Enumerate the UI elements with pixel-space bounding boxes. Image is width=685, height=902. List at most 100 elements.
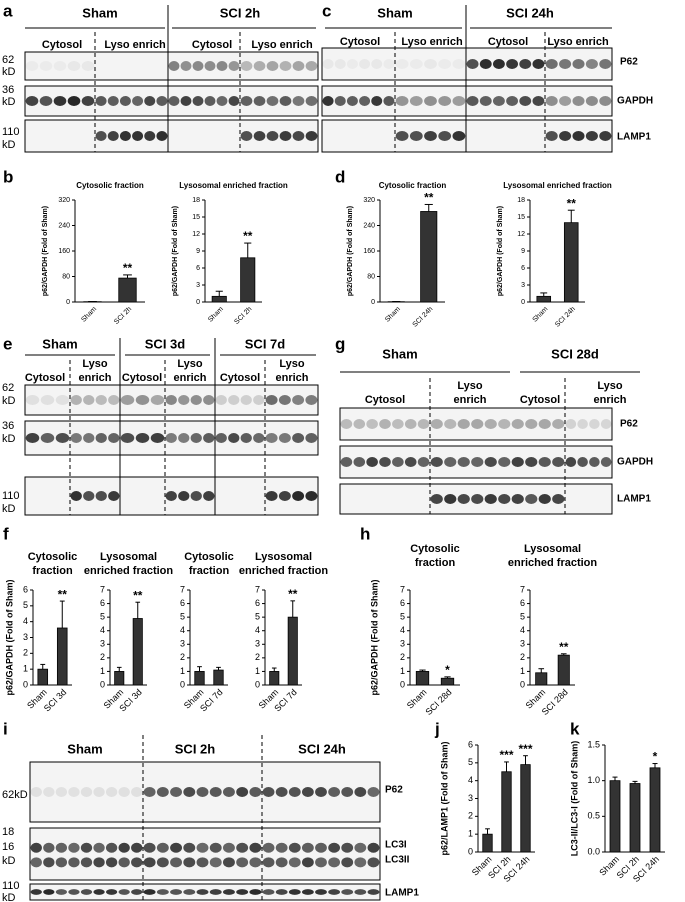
blot-band xyxy=(471,419,484,429)
blot-band xyxy=(340,419,353,429)
blot-band xyxy=(359,59,371,69)
blot-band xyxy=(196,889,209,895)
blot-band xyxy=(135,433,150,443)
blot-band xyxy=(279,61,292,71)
marker-label: kD xyxy=(2,503,16,515)
blot-band xyxy=(192,96,204,106)
blot-band xyxy=(183,889,196,895)
blot-band xyxy=(438,96,452,106)
x-tick-label: SCI 24h xyxy=(554,306,577,329)
blot-band xyxy=(328,857,341,868)
marker-label: 36 xyxy=(2,84,14,96)
blot-band xyxy=(83,395,95,405)
significance-label: * xyxy=(653,750,658,764)
blot-band xyxy=(150,395,165,405)
blot-band xyxy=(572,59,585,69)
y-tick-label: 6 xyxy=(196,265,200,272)
fraction-label: Cytosol xyxy=(488,36,528,48)
blot-band xyxy=(80,857,93,868)
blot-band xyxy=(131,889,143,895)
blot-band xyxy=(292,131,305,141)
protein-label: P62 xyxy=(385,785,403,796)
y-tick-label: 0 xyxy=(196,299,200,306)
blot-band xyxy=(108,395,120,405)
blot-band xyxy=(383,96,395,106)
fraction-label: Cytosol xyxy=(192,39,232,51)
y-tick-label: 12 xyxy=(192,231,200,238)
blot-band xyxy=(168,61,180,71)
blot-band xyxy=(545,96,558,106)
blot-band xyxy=(328,842,341,853)
blot-band xyxy=(183,857,196,868)
blot-band xyxy=(424,131,437,141)
y-tick-label: 2 xyxy=(100,652,105,662)
blot-band xyxy=(452,96,466,106)
y-tick-label: 4 xyxy=(180,625,185,635)
blot-band xyxy=(203,491,215,501)
blot-band xyxy=(107,96,119,106)
blot-band xyxy=(240,61,253,71)
blot-band xyxy=(70,395,82,405)
y-tick-label: 3 xyxy=(521,282,525,289)
blot-band xyxy=(39,61,53,71)
group-label: SCI 2h xyxy=(220,5,261,20)
blot-band xyxy=(519,96,532,106)
blot-band xyxy=(479,96,492,106)
blot-band xyxy=(409,96,423,106)
fraction-label: Cytosol xyxy=(220,372,260,384)
blot-band xyxy=(585,96,598,106)
blot-band xyxy=(577,457,588,467)
group-label: Sham xyxy=(377,5,412,20)
blot-band xyxy=(156,842,169,853)
y-tick-label: 15 xyxy=(192,214,200,221)
blot-band xyxy=(67,61,81,71)
blot-band xyxy=(55,395,70,405)
blot-band xyxy=(143,889,156,895)
y-tick-label: 160 xyxy=(363,248,375,255)
blot-band xyxy=(525,494,538,504)
blot-band xyxy=(93,842,105,853)
blot-band xyxy=(93,857,105,868)
y-tick-label: 18 xyxy=(517,197,525,204)
blot-band xyxy=(457,457,470,467)
y-tick-label: 0 xyxy=(371,299,375,306)
y-tick-label: 18 xyxy=(192,197,200,204)
bar xyxy=(287,616,298,686)
blot-band xyxy=(599,59,612,69)
panel-letter: e xyxy=(3,334,12,353)
blot-band xyxy=(334,96,346,106)
blot-band xyxy=(430,457,443,467)
blot-band xyxy=(409,59,423,69)
blot-band xyxy=(346,59,358,69)
blot-band xyxy=(30,842,42,853)
blot-band xyxy=(143,787,156,797)
blot-band xyxy=(404,419,417,429)
significance-label: * xyxy=(445,663,450,677)
blot-band xyxy=(278,395,291,405)
y-tick-label: 0 xyxy=(255,679,260,689)
fraction-label: Lyso enrich xyxy=(104,39,166,51)
fraction-label: Cytosol xyxy=(340,36,380,48)
bar xyxy=(118,277,137,303)
y-axis-label: p62/GAPDH (Fold of Sham) xyxy=(347,206,354,296)
blot-band xyxy=(498,419,511,429)
blot-band xyxy=(156,889,169,895)
y-tick-label: 6 xyxy=(255,598,260,608)
fraction-label: Lyso enrich xyxy=(251,39,313,51)
blot-band xyxy=(95,131,107,141)
blot-band xyxy=(353,457,366,467)
blot-band xyxy=(39,96,53,106)
blot-band xyxy=(105,857,118,868)
fraction-label: Cytosol xyxy=(122,372,162,384)
blot-band xyxy=(170,842,183,853)
blot-band xyxy=(262,889,275,895)
blot-band xyxy=(25,395,40,405)
blot-band xyxy=(572,131,585,141)
blot-band xyxy=(253,96,266,106)
y-tick-label: 7 xyxy=(520,584,525,594)
blot-band xyxy=(67,96,81,106)
blot-band xyxy=(565,419,577,429)
blot-band xyxy=(150,433,165,443)
blot-band xyxy=(95,395,107,405)
